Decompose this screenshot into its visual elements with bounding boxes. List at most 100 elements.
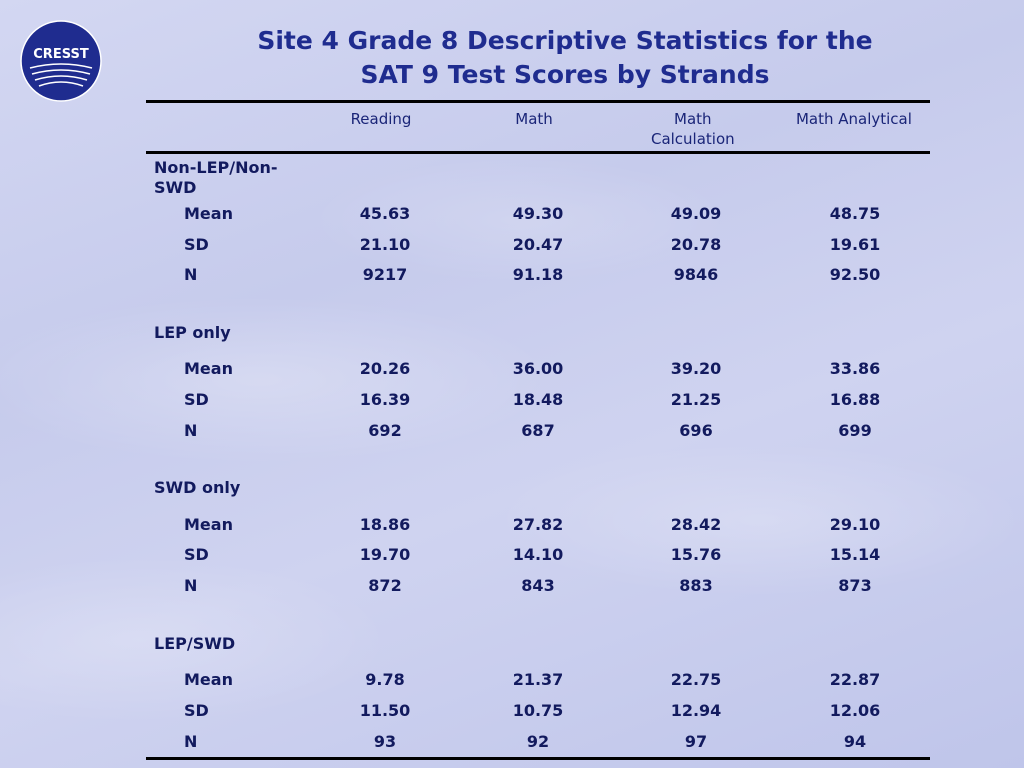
group-label: LEP only <box>154 322 231 342</box>
slide-title: Site 4 Grade 8 Descriptive Statistics fo… <box>190 24 940 92</box>
cell: 18.48 <box>512 389 564 409</box>
cell: 16.39 <box>359 389 411 409</box>
stat-label: N <box>184 420 198 440</box>
header-math-analytical: Math Analytical <box>795 110 912 128</box>
cell: 48.75 <box>829 203 881 223</box>
cell: 91.18 <box>512 265 564 285</box>
group-row: LEP/SWD <box>146 632 930 665</box>
stat-label: SD <box>184 700 209 720</box>
header-reading: Reading <box>350 110 412 128</box>
cell: 12.06 <box>829 700 881 720</box>
stat-label: N <box>184 576 198 596</box>
stat-label: Mean <box>184 203 233 223</box>
table-top-rule <box>146 100 930 103</box>
cell: 92.50 <box>829 265 881 285</box>
group-row: SWD only <box>146 476 930 509</box>
group-label: Non-LEP/Non-SWD <box>146 156 306 198</box>
cell: 20.78 <box>670 234 722 254</box>
cell: 21.25 <box>670 389 722 409</box>
spacer-row <box>146 446 930 477</box>
cell: 15.76 <box>670 545 722 565</box>
table-bottom-rule <box>146 757 930 760</box>
table-row: SD 16.39 18.48 21.25 16.88 <box>146 384 930 415</box>
group-label-text: Non-LEP/Non-SWD <box>154 158 278 197</box>
header-math-calculation: Math Calculation <box>608 104 778 153</box>
table-row: N 692 687 696 699 <box>146 415 930 446</box>
cell: 45.63 <box>359 203 411 223</box>
stat-label: SD <box>184 545 209 565</box>
cell: 18.86 <box>359 514 411 534</box>
cell: 28.42 <box>670 514 722 534</box>
cell: 22.75 <box>670 670 722 690</box>
stat-label: N <box>184 265 198 285</box>
cell: 872 <box>368 576 402 596</box>
cell: 883 <box>679 576 713 596</box>
table-row: Mean 20.26 36.00 39.20 33.86 <box>146 353 930 384</box>
cell: 692 <box>368 420 402 440</box>
cell: 39.20 <box>670 359 722 379</box>
table-row: SD 11.50 10.75 12.94 12.06 <box>146 695 930 726</box>
table-row: N 9217 91.18 9846 92.50 <box>146 259 930 290</box>
cell: 19.61 <box>829 234 881 254</box>
stat-label: N <box>184 731 198 751</box>
group-label: SWD only <box>154 478 241 498</box>
stat-label: SD <box>184 234 209 254</box>
cell: 21.10 <box>359 234 411 254</box>
stats-table: Non-LEP/Non-SWD Mean 45.63 49.30 49.09 4… <box>146 156 930 756</box>
stat-label: Mean <box>184 670 233 690</box>
cell: 97 <box>684 731 708 751</box>
cresst-logo: CRESST <box>20 20 102 102</box>
cell: 687 <box>521 420 555 440</box>
header-math-calculation-text: Math Calculation <box>650 110 735 148</box>
header-blank <box>146 104 302 153</box>
cell: 27.82 <box>512 514 564 534</box>
cell: 29.10 <box>829 514 881 534</box>
table-row: SD 19.70 14.10 15.76 15.14 <box>146 540 930 571</box>
cell: 699 <box>838 420 872 440</box>
cell: 33.86 <box>829 359 881 379</box>
cell: 873 <box>838 576 872 596</box>
cell: 9.78 <box>365 670 405 690</box>
table-row: Mean 18.86 27.82 28.42 29.10 <box>146 509 930 540</box>
header-bottom-rule <box>146 151 930 154</box>
spacer-row <box>146 601 930 632</box>
group-label: LEP/SWD <box>154 633 236 653</box>
cell: 22.87 <box>829 670 881 690</box>
cell: 14.10 <box>512 545 564 565</box>
cell: 15.14 <box>829 545 881 565</box>
stat-label: Mean <box>184 359 233 379</box>
header-math: Math <box>515 110 553 128</box>
table-row: N 93 92 97 94 <box>146 726 930 757</box>
cell: 92 <box>526 731 550 751</box>
group-row: LEP only <box>146 321 930 354</box>
group-row: Non-LEP/Non-SWD <box>146 156 930 198</box>
table-row: Mean 9.78 21.37 22.75 22.87 <box>146 664 930 695</box>
cell: 9846 <box>673 265 719 285</box>
table-row: SD 21.10 20.47 20.78 19.61 <box>146 229 930 260</box>
title-line-1: Site 4 Grade 8 Descriptive Statistics fo… <box>257 26 873 55</box>
cell: 9217 <box>362 265 408 285</box>
spacer-row <box>146 290 930 321</box>
stat-label: SD <box>184 389 209 409</box>
stat-label: Mean <box>184 514 233 534</box>
table-row: Mean 45.63 49.30 49.09 48.75 <box>146 198 930 229</box>
cell: 93 <box>373 731 397 751</box>
cell: 16.88 <box>829 389 881 409</box>
cell: 19.70 <box>359 545 411 565</box>
cell: 49.30 <box>512 203 564 223</box>
column-header: Reading Math Math Calculation Math Analy… <box>146 104 930 153</box>
cell: 36.00 <box>512 359 564 379</box>
cell: 94 <box>843 731 867 751</box>
logo-text: CRESST <box>33 47 89 62</box>
cell: 49.09 <box>670 203 722 223</box>
cell: 843 <box>521 576 555 596</box>
cell: 696 <box>679 420 713 440</box>
cell: 11.50 <box>359 700 411 720</box>
title-line-2: SAT 9 Test Scores by Strands <box>360 60 770 89</box>
table-row: N 872 843 883 873 <box>146 570 930 601</box>
cell: 10.75 <box>512 700 564 720</box>
cell: 21.37 <box>512 670 564 690</box>
cell: 20.26 <box>359 359 411 379</box>
cell: 20.47 <box>512 234 564 254</box>
cell: 12.94 <box>670 700 722 720</box>
